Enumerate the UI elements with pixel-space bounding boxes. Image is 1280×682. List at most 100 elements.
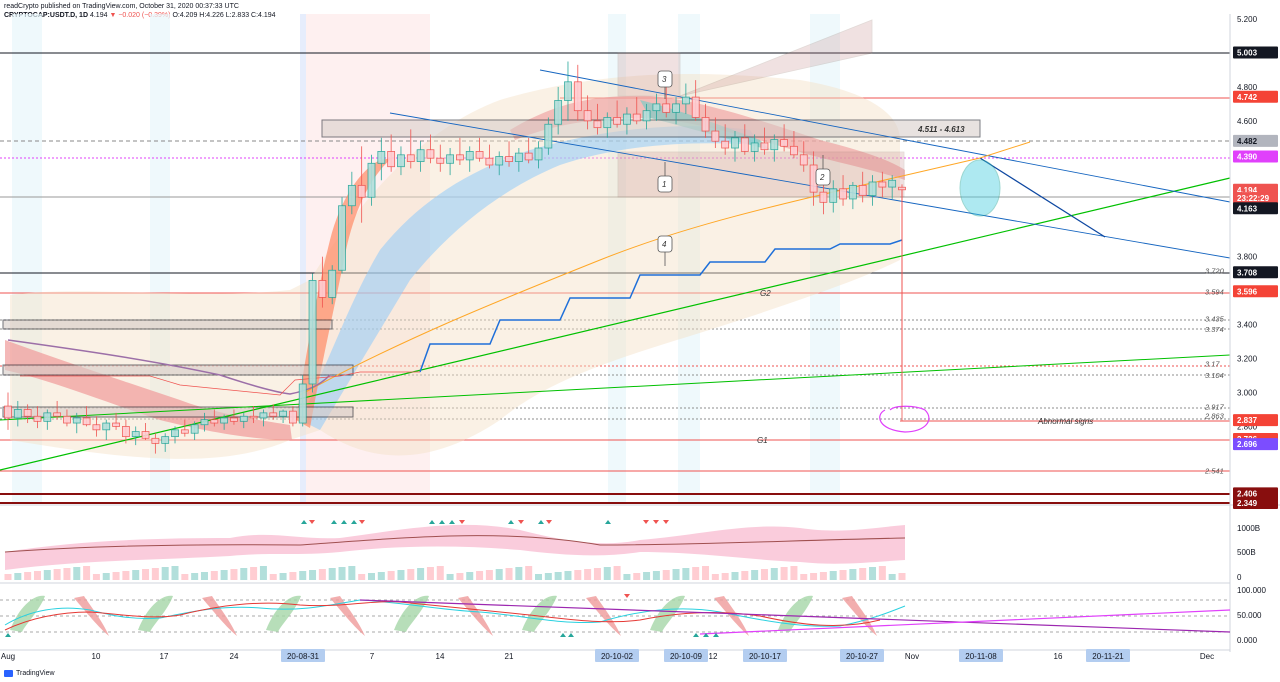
svg-text:3: 3 (662, 75, 667, 84)
volume-bar (544, 573, 552, 580)
svg-text:4.194: 4.194 (1237, 186, 1258, 195)
price-tag: 4.390 (1233, 150, 1278, 163)
candle (573, 64, 582, 121)
candle (456, 137, 464, 165)
candle (652, 93, 661, 121)
volume-bar (112, 572, 120, 580)
volume-bar (810, 573, 818, 580)
volume-bar (102, 573, 110, 580)
svg-text:500B: 500B (1237, 548, 1256, 557)
svg-text:1: 1 (662, 180, 666, 189)
candle (151, 433, 160, 454)
symbol-label: CRYPTOCAP:USDT.D, 1D (4, 12, 89, 19)
volume-bar (702, 566, 710, 580)
volume-bar (73, 567, 81, 580)
candle (298, 375, 307, 427)
x-tick: 17 (160, 652, 169, 661)
volume-bar (525, 566, 533, 580)
price-axis[interactable]: 5.2004.8004.6004.2003.8003.4003.2003.000… (1229, 14, 1278, 652)
x-tick: 20-10-02 (595, 649, 639, 662)
volume-bar (623, 574, 631, 580)
volume-bar (731, 572, 739, 580)
svg-text:1000B: 1000B (1237, 524, 1260, 533)
volume-bar (839, 570, 847, 580)
candle (33, 406, 42, 429)
x-tick: 24 (230, 652, 239, 661)
volume-bar (397, 570, 405, 580)
candle (279, 409, 287, 424)
volume-bar (43, 570, 51, 580)
time-axis[interactable]: Aug 10 17 24 20-08-31 7 14 21 20-10-02 20-10-09 12… (1, 649, 1214, 662)
level-label: 3.720 (1205, 266, 1225, 275)
candle (63, 409, 71, 427)
volume-bar (210, 571, 218, 580)
svg-text:20-11-08: 20-11-08 (965, 652, 997, 661)
x-tick: 20-10-09 (664, 649, 708, 662)
svg-text:100.000: 100.000 (1237, 586, 1266, 595)
volume-bar (535, 574, 543, 580)
svg-text:3.708: 3.708 (1237, 268, 1258, 277)
svg-text:2.406: 2.406 (1237, 489, 1258, 498)
volume-pane (0, 520, 1230, 584)
price-tag: 4.163 (1233, 202, 1278, 215)
volume-bar (14, 573, 22, 580)
last-price: 4.194 (89, 12, 108, 19)
svg-text:4.390: 4.390 (1237, 153, 1258, 162)
candle (701, 103, 710, 138)
volume-bar (505, 568, 513, 580)
volume-bar (603, 567, 611, 580)
candle (564, 61, 572, 121)
y-tick-label: 4.600 (1237, 117, 1258, 126)
candle (230, 409, 238, 425)
x-tick: 12 (709, 652, 718, 661)
volume-bar (888, 574, 896, 580)
volume-bar (456, 573, 464, 580)
level-label: 3.594 (1205, 288, 1224, 297)
svg-text:14: 14 (436, 652, 445, 661)
volume-bar (318, 569, 326, 580)
volume-bar (446, 574, 454, 580)
callout-4: 4 (657, 235, 673, 266)
volume-bar (495, 569, 503, 580)
chart-header: readCrypto published on TradingView.com,… (4, 2, 276, 20)
candle (839, 175, 847, 206)
candle (249, 406, 258, 424)
volume-bar (161, 567, 169, 580)
candle (623, 107, 631, 135)
candle (200, 412, 209, 432)
candle (416, 141, 425, 172)
volume-bar (476, 571, 484, 580)
svg-text:20-10-17: 20-10-17 (749, 652, 782, 661)
symbol-line: CRYPTOCAP:USDT.D, 1D 4.194 ▼ −0.020 (−0.… (4, 11, 276, 20)
y-tick-label: 3.400 (1237, 321, 1258, 330)
candle (180, 419, 189, 437)
svg-text:0.000: 0.000 (1237, 636, 1258, 645)
svg-text:16: 16 (1054, 652, 1063, 661)
candle (898, 184, 906, 421)
svg-text:0: 0 (1237, 573, 1242, 582)
candle (171, 426, 179, 444)
volume-bar (367, 573, 375, 580)
volume-bar (652, 571, 660, 580)
candle (799, 141, 808, 172)
volume-bar (53, 569, 61, 580)
candle (102, 419, 111, 441)
volume-bar (780, 567, 788, 580)
volume-bar (83, 566, 91, 580)
x-tick: Nov (905, 652, 919, 661)
x-tick: 21 (505, 652, 514, 661)
candle (357, 146, 366, 223)
svg-text:2.349: 2.349 (1237, 499, 1258, 508)
volume-bar (564, 571, 572, 580)
candle (485, 144, 494, 169)
candle (593, 103, 602, 135)
volume-bar (240, 568, 248, 580)
candle (878, 171, 887, 198)
candle (505, 141, 513, 167)
volume-bar (741, 571, 749, 580)
callout-3: 3 (657, 70, 673, 99)
svg-text:10: 10 (92, 652, 101, 661)
svg-text:50.000: 50.000 (1237, 611, 1262, 620)
x-tick: 16 (1054, 652, 1063, 661)
